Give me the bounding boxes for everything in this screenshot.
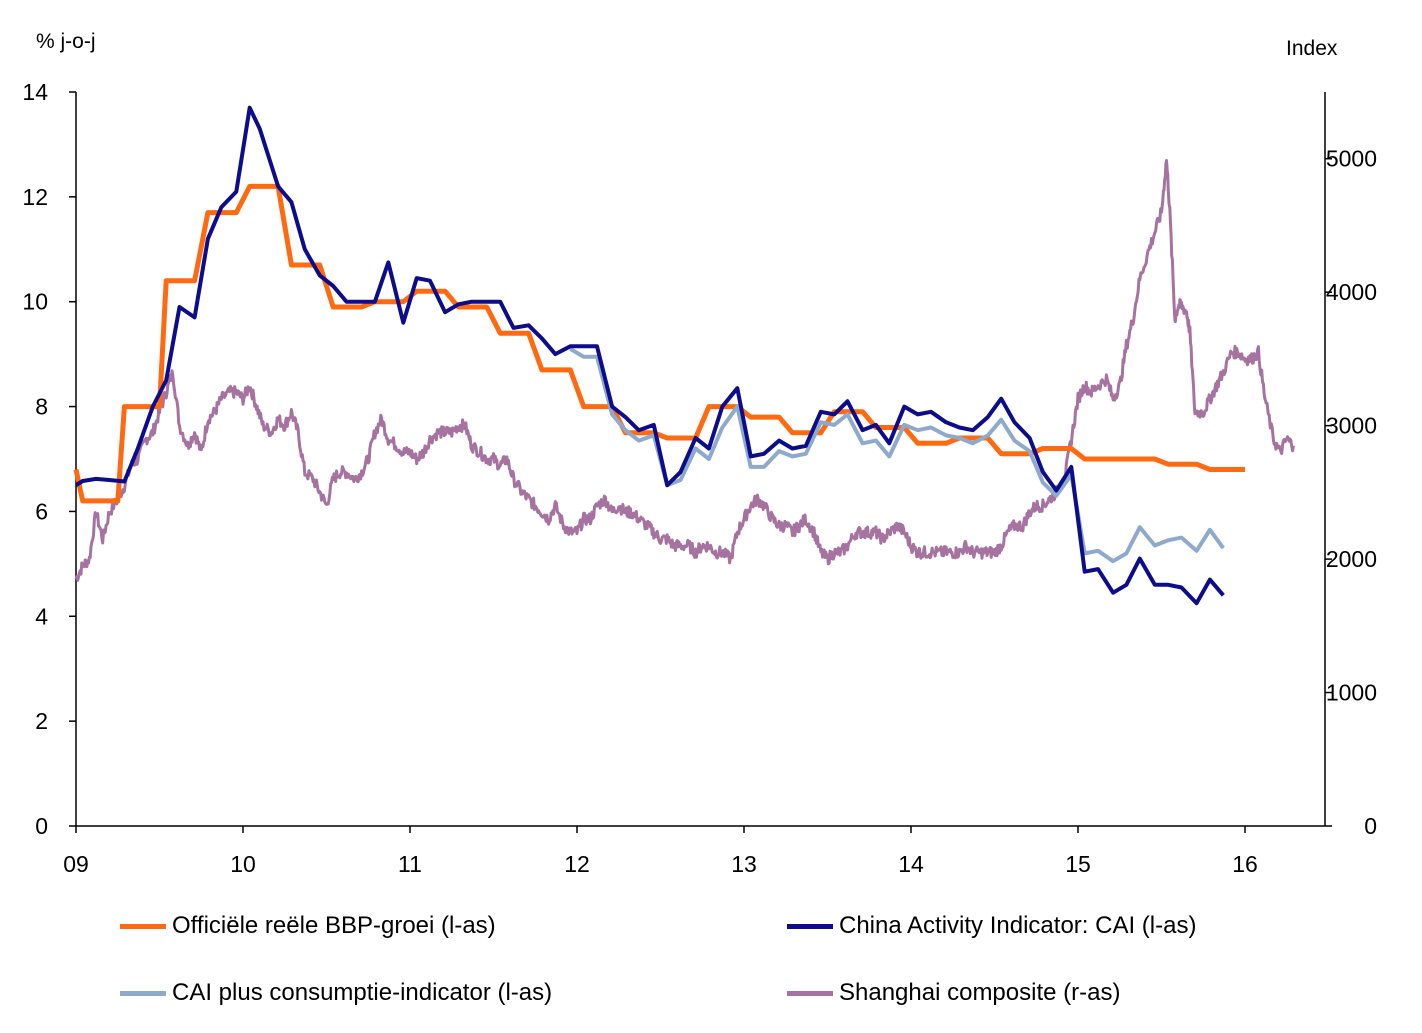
- x-axis-tick-label: 13: [731, 851, 757, 877]
- legend-item-shanghai: Shanghai composite (r-as): [787, 979, 1120, 1007]
- series-line-shanghai: [74, 159, 1295, 582]
- left-axis-tick-label: 14: [22, 79, 48, 105]
- right-axis-tick-label: 5000: [1326, 146, 1377, 172]
- left-axis-tick-label: 12: [22, 184, 48, 210]
- x-axis-tick-label: 10: [230, 851, 256, 877]
- x-axis-tick-label: 15: [1065, 851, 1091, 877]
- legend-swatch-cai-plus: [120, 990, 166, 996]
- legend-label-cai: China Activity Indicator: CAI (l-as): [839, 912, 1197, 939]
- left-axis-tick-label: 6: [35, 498, 48, 524]
- legend-swatch-gdp: [120, 923, 166, 929]
- right-axis-tick-label: 3000: [1326, 413, 1377, 439]
- legend-item-cai: China Activity Indicator: CAI (l-as): [787, 912, 1196, 940]
- legend-item-cai-plus: CAI plus consumptie-indicator (l-as): [120, 979, 552, 1007]
- x-axis-tick-label: 09: [63, 851, 89, 877]
- x-axis-tick-label: 14: [898, 851, 924, 877]
- legend-label-cai-plus: CAI plus consumptie-indicator (l-as): [172, 979, 553, 1006]
- x-axis-tick-label: 16: [1232, 851, 1258, 877]
- left-axis-tick-label: 8: [35, 394, 48, 420]
- series-line-cai: [74, 105, 1225, 606]
- right-axis-tick-label: 0: [1364, 813, 1377, 839]
- series-line-gdp: [73, 183, 1245, 504]
- legend-swatch-cai: [787, 923, 833, 929]
- right-axis-unit-label: Index: [1286, 37, 1338, 60]
- x-axis-tick-label: 11: [398, 851, 422, 877]
- left-axis-tick-label: 0: [35, 813, 48, 839]
- axes: 0 2 4 6 8 10 12 14 0 1000 2000 3000 4000 5000 09 10 11 12…: [22, 79, 1377, 877]
- left-axis-unit-label: % j-o-j: [36, 30, 96, 53]
- right-axis-tick-label: 4000: [1326, 279, 1377, 305]
- legend-swatch-shanghai: [787, 990, 833, 996]
- right-axis-tick-label: 1000: [1326, 680, 1377, 706]
- x-axis-tick-label: 12: [564, 851, 590, 877]
- left-axis-tick-label: 4: [35, 603, 48, 629]
- series-layer: [73, 105, 1295, 606]
- left-axis-tick-label: 2: [35, 708, 48, 734]
- legend-label-gdp: Officiële reële BBP-groei (l-as): [172, 912, 496, 939]
- legend-item-gdp: Officiële reële BBP-groei (l-as): [120, 912, 496, 940]
- series-line-cai-plus: [569, 347, 1225, 564]
- legend-label-shanghai: Shanghai composite (r-as): [839, 979, 1121, 1006]
- right-axis-tick-label: 2000: [1326, 546, 1377, 572]
- left-axis-tick-label: 10: [22, 289, 48, 315]
